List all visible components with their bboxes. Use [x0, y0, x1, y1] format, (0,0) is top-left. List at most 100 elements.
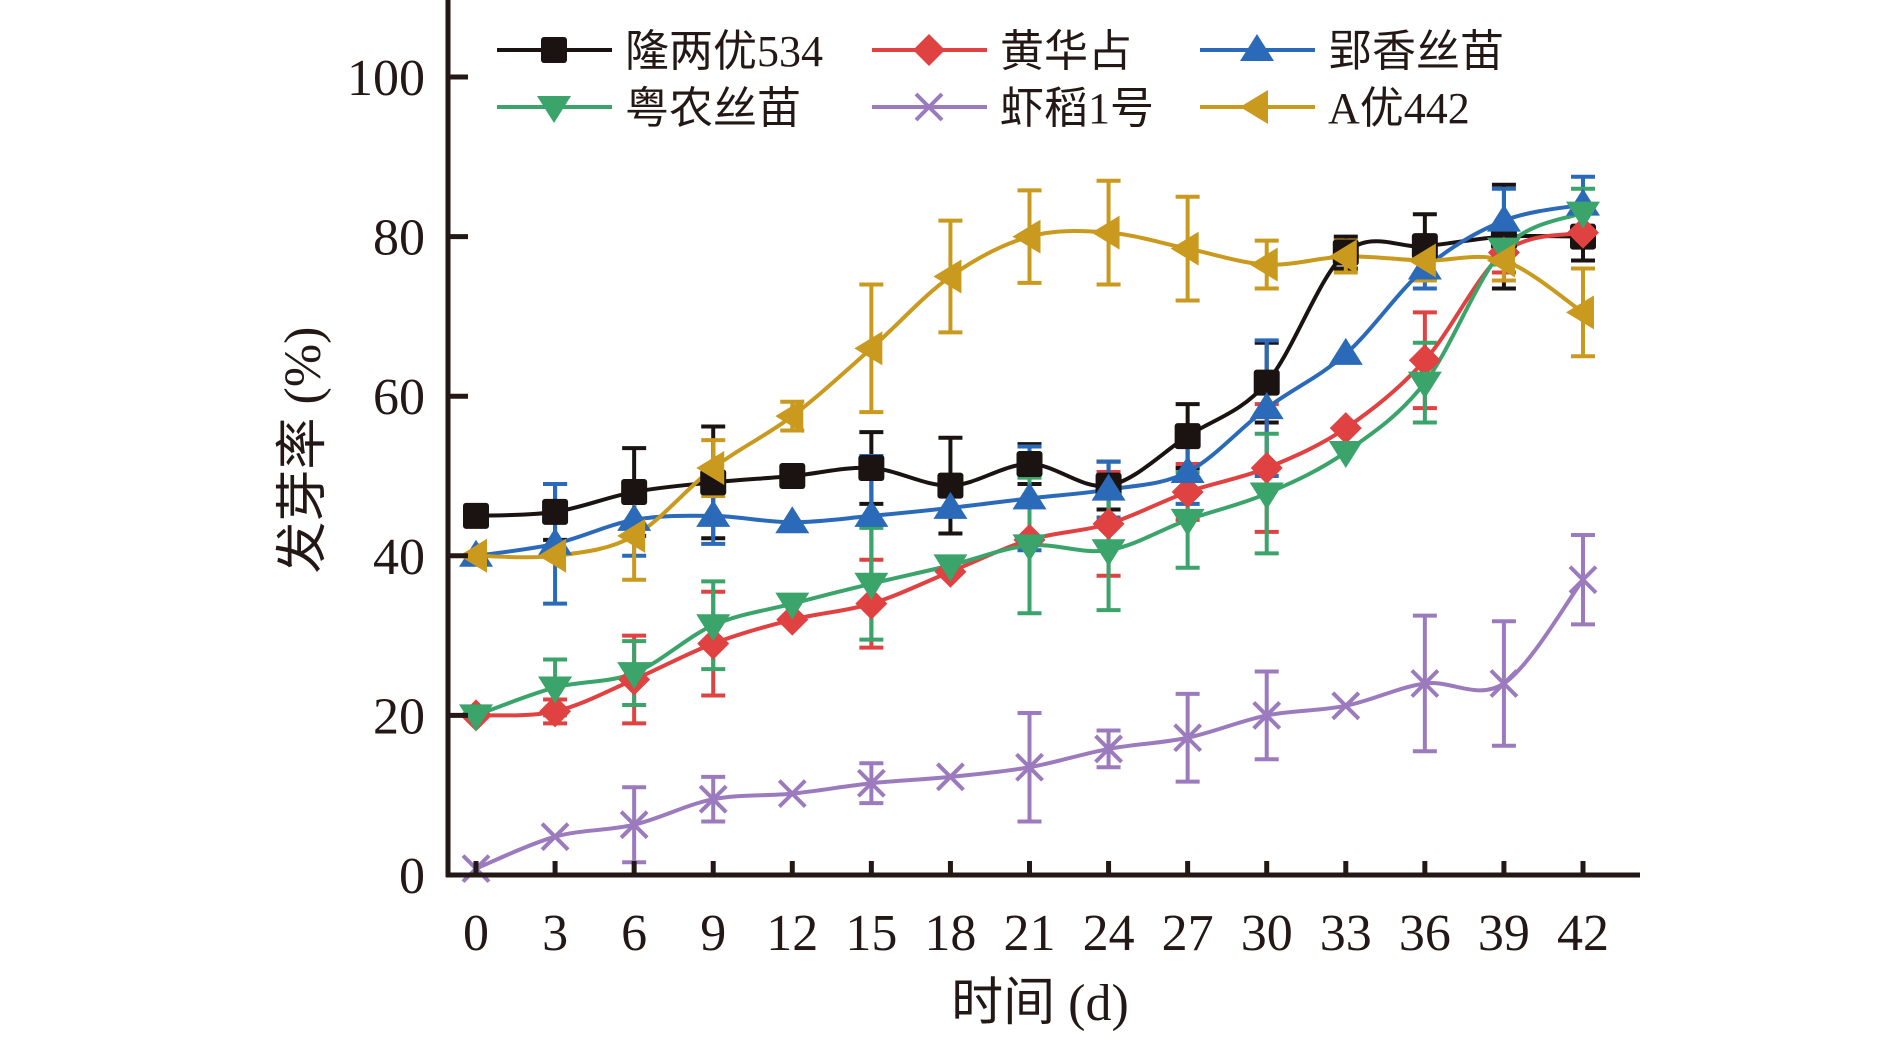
- data-point: [775, 592, 810, 620]
- legend-marker-icon: [913, 34, 945, 66]
- data-point: [538, 538, 567, 573]
- y-tick-label: 20: [373, 688, 425, 745]
- legend-marker-icon: [541, 37, 567, 63]
- data-point: [698, 784, 728, 814]
- data-point: [1410, 669, 1440, 698]
- x-tick-label: 18: [924, 905, 976, 962]
- data-point: [463, 502, 489, 529]
- data-point: [1249, 482, 1284, 510]
- x-tick-label: 15: [845, 905, 897, 962]
- x-tick-label: 42: [1557, 905, 1609, 962]
- data-point: [1568, 565, 1598, 595]
- data-point: [1094, 734, 1123, 764]
- y-tick-label: 100: [347, 50, 425, 107]
- legend-label: 黄华占: [1000, 27, 1132, 76]
- data-point: [621, 478, 648, 505]
- legend-label: 虾稻1号: [1000, 84, 1154, 133]
- data-point: [1174, 423, 1201, 450]
- legend-marker-icon: [914, 92, 944, 122]
- data-point: [1012, 482, 1047, 510]
- legend-label: A优442: [1328, 84, 1470, 133]
- data-point: [539, 695, 572, 728]
- data-point: [1250, 452, 1283, 485]
- x-tick-label: 21: [1004, 905, 1056, 962]
- x-tick-label: 0: [463, 905, 489, 962]
- x-tick-label: 39: [1478, 905, 1530, 962]
- y-tick-label: 0: [399, 848, 425, 905]
- data-point: [854, 499, 889, 527]
- legend-marker-icon: [537, 96, 571, 123]
- data-point: [933, 491, 968, 519]
- data-point: [1012, 534, 1047, 562]
- y-tick-label: 40: [373, 529, 425, 586]
- data-point: [1016, 451, 1043, 478]
- data-point: [1486, 243, 1515, 278]
- y-tick-label: 80: [373, 210, 425, 267]
- data-point: [1091, 215, 1120, 250]
- data-point: [777, 779, 807, 809]
- data-point: [1407, 243, 1436, 278]
- x-tick-label: 30: [1241, 905, 1293, 962]
- data-point: [1328, 337, 1363, 365]
- data-point: [854, 331, 883, 366]
- data-point: [1407, 371, 1442, 399]
- data-point: [775, 399, 804, 434]
- data-point: [1173, 723, 1203, 753]
- legend-label: 隆两优534: [625, 27, 823, 76]
- data-point: [696, 451, 725, 486]
- data-point: [933, 554, 968, 582]
- y-axis-title: 发芽率 (%): [275, 327, 332, 574]
- data-point: [617, 662, 652, 690]
- data-point: [1566, 295, 1594, 330]
- data-point: [1171, 475, 1204, 508]
- legend-label: 郢香丝苗: [1328, 27, 1504, 76]
- y-tick-label: 60: [373, 369, 425, 426]
- data-point: [933, 259, 962, 294]
- data-point: [697, 627, 730, 660]
- data-point: [779, 463, 806, 489]
- legend-item: 虾稻1号: [872, 84, 1154, 133]
- data-point: [1092, 507, 1125, 540]
- data-point: [540, 822, 570, 852]
- data-point: [854, 572, 889, 600]
- legend-marker-icon: [1240, 90, 1268, 124]
- data-point: [775, 506, 810, 534]
- x-tick-label: 12: [766, 905, 818, 962]
- legend-item: A优442: [1200, 84, 1470, 133]
- legend-label: 粤农丝苗: [625, 84, 801, 133]
- legend-marker-icon: [1240, 34, 1274, 61]
- data-point: [1328, 239, 1357, 274]
- data-point: [1252, 700, 1282, 730]
- data-point: [1012, 219, 1041, 254]
- data-point: [459, 538, 487, 573]
- x-tick-label: 9: [700, 905, 726, 962]
- x-axis-title: 时间 (d): [951, 975, 1129, 1032]
- data-point: [856, 768, 886, 798]
- x-tick-label: 33: [1320, 905, 1372, 962]
- data-point: [1486, 204, 1521, 232]
- data-point: [538, 676, 573, 704]
- data-point: [617, 518, 646, 553]
- data-point: [1091, 473, 1126, 501]
- data-point: [1408, 344, 1441, 377]
- legend-item: 黄华占: [872, 27, 1132, 76]
- data-point: [1331, 691, 1361, 721]
- x-tick-label: 24: [1083, 905, 1135, 962]
- data-point: [1249, 392, 1284, 420]
- x-tick-label: 6: [621, 905, 647, 962]
- data-point: [855, 587, 888, 620]
- series-line-5: [475, 229, 1585, 560]
- data-point: [1170, 456, 1205, 484]
- data-point: [1489, 669, 1519, 698]
- data-point: [937, 472, 964, 499]
- legend-item: 隆两优534: [497, 27, 823, 76]
- legend-item: 郢香丝苗: [1200, 27, 1504, 76]
- data-point: [459, 704, 493, 732]
- data-point: [1249, 247, 1278, 282]
- x-tick-label: 27: [1162, 905, 1214, 962]
- data-point: [1170, 508, 1205, 536]
- x-tick-label: 36: [1399, 905, 1451, 962]
